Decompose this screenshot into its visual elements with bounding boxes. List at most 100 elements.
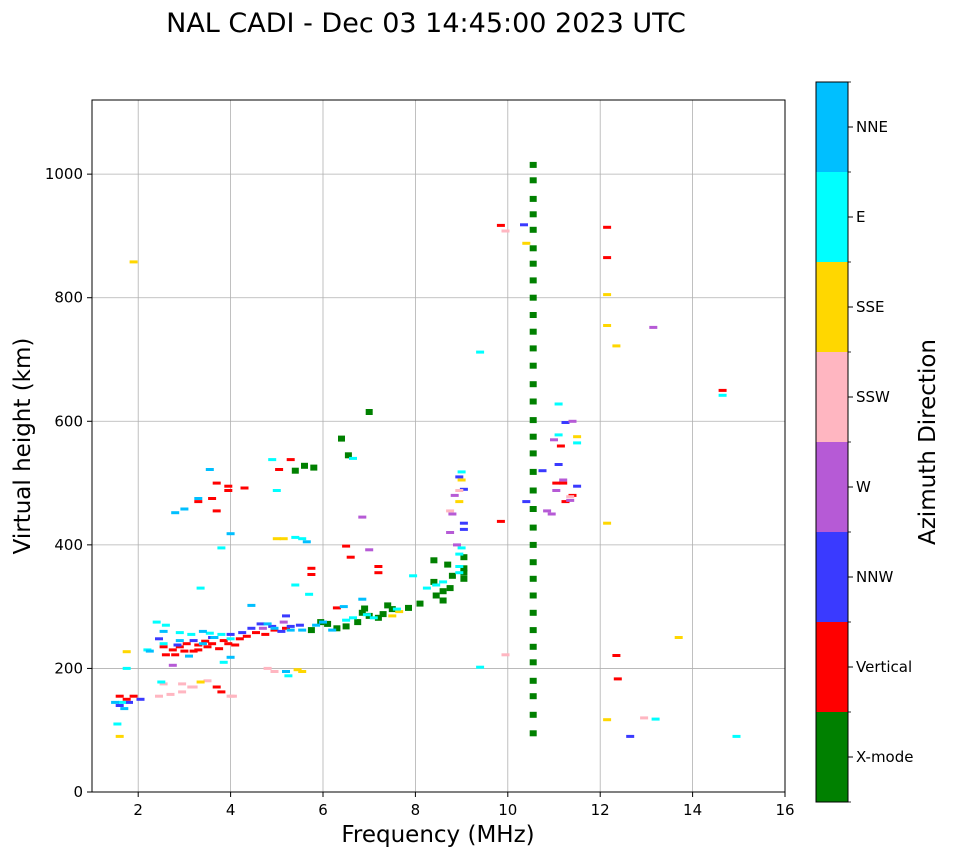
data-point-sse — [395, 610, 404, 614]
data-point-x-mode — [333, 625, 341, 632]
data-point-x-mode — [529, 433, 537, 440]
data-point-e — [476, 665, 485, 669]
data-point-sse — [674, 636, 683, 639]
data-point-x-mode — [529, 195, 537, 202]
data-point-w — [453, 543, 461, 547]
data-point-vertical — [282, 626, 290, 630]
data-point-vertical — [194, 648, 203, 652]
y-tick-label: 1000 — [45, 165, 83, 183]
data-point-nnw — [459, 521, 468, 525]
data-point-sse — [612, 344, 621, 348]
colorbar-label: Azimuth Direction — [915, 339, 941, 545]
data-point-x-mode — [354, 619, 362, 626]
data-point-vertical — [612, 654, 621, 657]
data-point-x-mode — [432, 592, 440, 599]
data-point-x-mode — [448, 572, 456, 579]
data-point-e — [554, 433, 563, 437]
data-point-nnw — [268, 624, 277, 628]
data-point-nnw — [238, 631, 247, 635]
data-point-x-mode — [529, 693, 537, 700]
data-point-x-mode — [529, 362, 537, 369]
data-point-sse — [115, 734, 124, 738]
colorbar-legend: X-mode Vertical NNW W SSW SSE E NNE — [815, 81, 913, 803]
data-point-vertical — [270, 628, 279, 632]
data-point-w — [365, 548, 374, 552]
data-point-e — [305, 592, 314, 596]
data-point-vertical — [219, 639, 228, 643]
data-point-nne — [270, 626, 279, 630]
data-point-vertical — [194, 500, 203, 504]
data-point-nne — [180, 507, 189, 511]
data-point-x-mode — [529, 559, 537, 566]
data-point-nnw — [459, 487, 468, 491]
data-point-w — [358, 515, 367, 519]
data-point-x-mode — [342, 623, 350, 630]
data-point-x-mode — [416, 600, 424, 607]
data-point-sse — [457, 478, 466, 482]
data-point-nnw — [554, 463, 563, 466]
data-point-ssw — [159, 682, 168, 686]
data-point-x-mode — [529, 312, 537, 318]
data-point-ssw — [166, 692, 175, 696]
data-point-x-mode — [405, 604, 412, 611]
data-point-vertical — [224, 489, 233, 492]
data-point-w — [258, 626, 267, 630]
data-point-nne — [185, 654, 193, 658]
x-tick-label: 4 — [226, 801, 236, 819]
data-point-sse — [522, 241, 531, 245]
data-point-nnw — [247, 626, 256, 630]
data-point-ssw — [178, 690, 187, 694]
colorbar-tick-label: Vertical — [856, 658, 912, 676]
data-point-vertical — [168, 648, 177, 652]
data-point-e — [152, 620, 161, 624]
data-point-nne — [263, 622, 272, 626]
data-point-vertical — [603, 256, 612, 260]
data-point-e — [455, 571, 464, 575]
data-point-x-mode — [529, 345, 537, 352]
data-point-w — [450, 493, 459, 497]
data-point-e — [298, 537, 307, 541]
data-point-nnw — [189, 639, 198, 643]
data-point-e — [554, 402, 563, 406]
data-point-x-mode — [529, 177, 537, 184]
data-point-x-mode — [460, 569, 468, 576]
data-point-x-mode — [529, 161, 537, 168]
plot-area — [92, 100, 785, 792]
data-point-e — [392, 607, 401, 611]
data-point-vertical — [240, 486, 249, 490]
data-point-e — [217, 546, 226, 550]
data-point-e — [573, 441, 582, 445]
data-point-nnw — [626, 734, 635, 738]
data-point-nne — [282, 670, 290, 673]
data-point-nne — [319, 620, 327, 624]
y-tick-label: 400 — [54, 536, 83, 554]
y-axis: 0 200 400 600 800 1000 — [45, 165, 92, 801]
data-point-sse — [279, 537, 288, 541]
data-point-x-mode — [529, 381, 537, 388]
data-point-e — [422, 586, 431, 590]
data-point-vertical — [231, 643, 240, 647]
data-point-vertical — [180, 649, 189, 653]
data-point-x-mode — [358, 609, 366, 616]
data-point-x-mode — [460, 565, 468, 572]
data-point-nnw — [459, 527, 468, 531]
data-point-w — [649, 325, 658, 329]
colorbar-tick-label: E — [856, 208, 865, 226]
data-point-ssw — [566, 495, 575, 499]
data-point-nne — [302, 540, 311, 544]
data-point-e — [342, 618, 351, 622]
data-point-sse — [388, 614, 397, 618]
x-tick-label: 16 — [775, 801, 794, 819]
x-tick-label: 8 — [411, 801, 421, 819]
data-point-x-mode — [529, 450, 537, 457]
data-point-vertical — [122, 697, 131, 701]
y-tick-label: 0 — [73, 783, 83, 801]
data-point-vertical — [561, 500, 570, 504]
data-point-x-mode — [430, 557, 438, 564]
data-point-e — [455, 552, 464, 556]
data-point-vertical — [224, 484, 233, 488]
y-tick-label: 200 — [54, 659, 83, 677]
data-point-x-mode — [374, 614, 382, 621]
data-point-w — [559, 478, 568, 482]
data-point-nne — [226, 532, 235, 536]
